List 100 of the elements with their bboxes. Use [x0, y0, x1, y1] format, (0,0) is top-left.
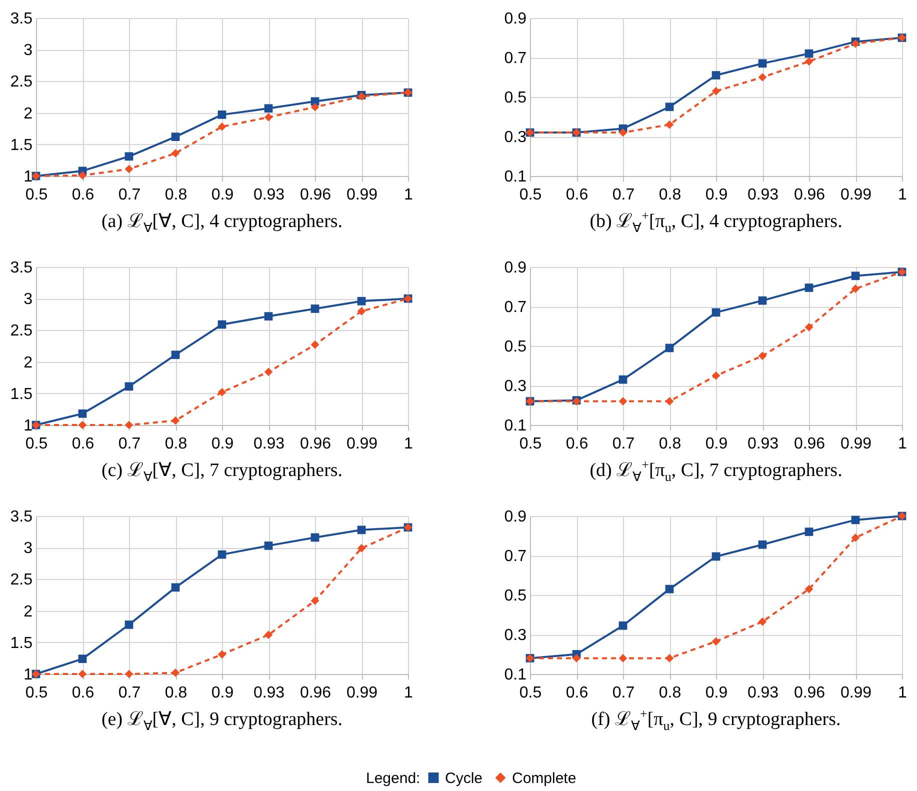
- x-tick-label: 0.9: [705, 186, 728, 204]
- y-tick-label: 1: [24, 418, 33, 434]
- point: [218, 388, 226, 396]
- point: [712, 86, 720, 96]
- y-tick-label: 2: [24, 354, 33, 372]
- x-tick-label: 0.8: [164, 186, 188, 204]
- x-tick-label: 0.8: [164, 436, 188, 452]
- point: [310, 102, 320, 112]
- point: [264, 630, 273, 639]
- y-tick-label: 0.1: [504, 418, 527, 434]
- point: [665, 584, 674, 594]
- x-tick-label: 0.5: [519, 684, 542, 702]
- x-tick-label: 0.6: [72, 436, 94, 452]
- x-tick-label: 0.8: [164, 684, 188, 702]
- point: [851, 284, 860, 293]
- x-tick-label: 0.99: [346, 684, 378, 702]
- text: (c) ℒ$_{∀}$[∀, C], 7 cryptographers.: [101, 460, 343, 484]
- point: [712, 308, 720, 317]
- x-tick-label: 0.6: [566, 684, 588, 702]
- y-tick-label: 1.5: [10, 634, 33, 652]
- x-tick-label: 0.96: [300, 684, 332, 702]
- x-tick-label: 1: [898, 186, 908, 204]
- point: [357, 307, 366, 316]
- x-tick-label: 0.9: [211, 684, 234, 702]
- y-tick-label: 0.5: [504, 90, 527, 106]
- x-tick-label: 0.93: [253, 684, 285, 702]
- x-tick-label: 0.93: [253, 186, 285, 204]
- point: [851, 534, 860, 542]
- x-tick-label: 0.93: [253, 436, 285, 452]
- point: [572, 654, 581, 662]
- point: [78, 409, 87, 418]
- x-tick-label: 1: [404, 186, 414, 204]
- y-tick-label: 3: [24, 540, 33, 558]
- x-tick-label: 0.7: [612, 436, 635, 452]
- x-tick-label: 0.9: [211, 436, 234, 452]
- text: (b) ℒ$_{∀}$$^{+}$[π$_{u}$, C], 4 cryptographers.: [590, 208, 842, 235]
- x-tick-label: 0.7: [612, 684, 635, 702]
- x-tick-label: 0.9: [705, 436, 728, 452]
- x-tick-label: 1: [898, 436, 908, 452]
- point: [171, 149, 180, 158]
- point: [758, 73, 767, 82]
- x-tick-label: 0.7: [612, 186, 635, 204]
- point: [78, 171, 87, 180]
- point: [310, 340, 320, 349]
- y-tick-label: 1.5: [10, 386, 33, 403]
- x-tick-label: 0.6: [72, 684, 94, 702]
- x-tick-label: 0.96: [300, 436, 332, 452]
- point: [758, 540, 767, 549]
- y-tick-label: 0.3: [504, 627, 527, 644]
- y-tick-label: 1: [24, 666, 33, 684]
- y-tick-label: 0.7: [504, 299, 527, 316]
- y-tick-label: 2: [24, 105, 33, 122]
- point: [618, 375, 628, 384]
- x-tick-label: 0.99: [346, 186, 378, 204]
- point: [758, 296, 767, 305]
- point: [357, 544, 366, 552]
- legend-title: Legend:: [366, 770, 420, 787]
- x-tick-label: 0.93: [747, 436, 779, 452]
- point: [851, 516, 860, 524]
- y-tick-label: 0.9: [504, 10, 527, 28]
- x-tick-label: 1: [404, 684, 414, 702]
- x-tick-label: 0.9: [211, 186, 234, 204]
- y-tick-label: 3.5: [10, 10, 33, 28]
- point: [712, 637, 720, 646]
- point: [665, 102, 674, 112]
- text: (f) ℒ$_{∀}$$^{+}$[π$_{u}$, C], 9 cryptographers.: [591, 706, 841, 733]
- y-tick-label: 1: [24, 168, 33, 186]
- y-tick-label: 0.5: [504, 588, 527, 604]
- y-tick-label: 0.9: [504, 260, 527, 276]
- point: [124, 382, 134, 391]
- x-tick-label: 0.93: [747, 186, 779, 204]
- point: [804, 284, 814, 292]
- point: [218, 650, 226, 659]
- x-tick-label: 0.8: [658, 436, 682, 452]
- legend-label: Complete: [512, 770, 576, 787]
- y-tick-label: 0.9: [504, 508, 527, 526]
- point: [758, 352, 767, 360]
- point: [851, 272, 860, 280]
- x-tick-label: 0.99: [840, 684, 872, 702]
- y-tick-label: 0.3: [504, 129, 527, 146]
- point: [78, 670, 87, 678]
- x-tick-label: 0.96: [300, 186, 332, 204]
- y-tick-label: 0.7: [504, 50, 527, 67]
- x-tick-label: 0.6: [566, 186, 588, 204]
- y-tick-label: 0.3: [504, 378, 527, 395]
- y-tick-label: 2: [24, 603, 33, 620]
- point: [264, 104, 273, 113]
- point: [357, 296, 366, 306]
- x-tick-label: 0.7: [118, 186, 141, 204]
- point: [124, 420, 134, 430]
- point: [618, 654, 628, 662]
- point: [712, 552, 720, 561]
- point: [124, 670, 134, 678]
- point: [618, 128, 628, 137]
- point: [264, 542, 273, 550]
- y-tick-label: 1.5: [10, 136, 33, 154]
- x-tick-label: 0.96: [794, 186, 826, 204]
- y-tick-label: 0.1: [504, 168, 527, 186]
- x-tick-label: 0.93: [747, 684, 779, 702]
- point: [264, 113, 273, 122]
